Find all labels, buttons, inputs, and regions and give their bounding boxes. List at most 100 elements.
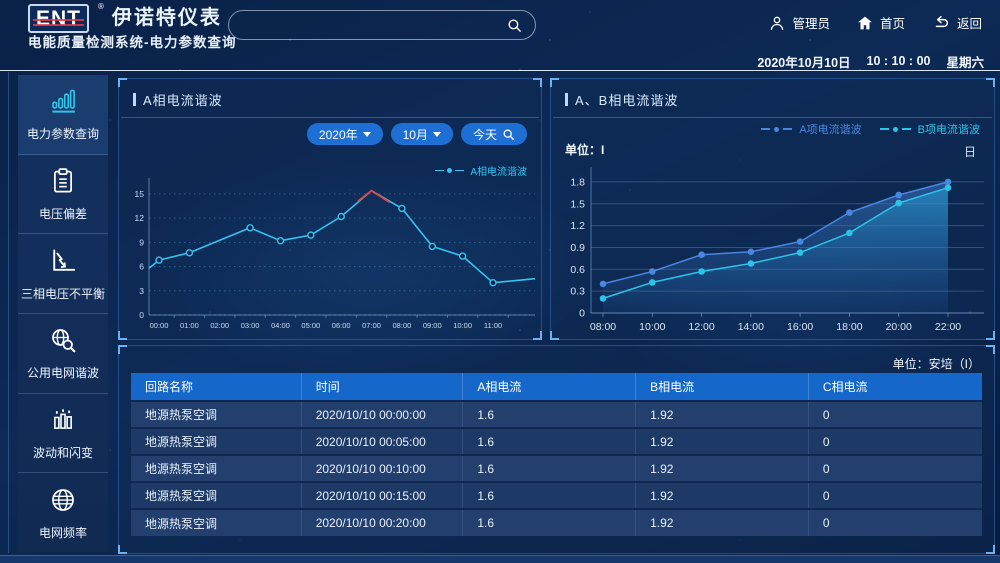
sidebar-item-public-grid-harmonics[interactable]: 公用电网谐波 xyxy=(18,314,108,394)
search-icon xyxy=(503,129,515,140)
table-cell: 2020/10/10 00:00:00 xyxy=(300,400,463,428)
frame-bottom-bar xyxy=(0,555,1000,563)
svg-text:6: 6 xyxy=(139,262,144,272)
system-subtitle: 电能质量检测系统-电力参数查询 xyxy=(28,35,237,50)
table-wrap: 回路名称 时间 A相电流 B相电流 C相电流 地源热泵空调 2020/10/10 00:0… xyxy=(131,373,982,536)
svg-text:0.6: 0.6 xyxy=(570,264,585,276)
table-cell: 1.6 xyxy=(462,454,636,482)
day-period-label[interactable]: 日 xyxy=(963,145,976,159)
table-cell: 地源热泵空调 xyxy=(131,481,302,509)
svg-text:10:00: 10:00 xyxy=(639,321,665,333)
panel-current-table: 单位：安培（I） 回路名称 时间 A相电流 B相电流 C相电流 地源热泵空调 2020/1… xyxy=(118,345,995,554)
svg-text:03:00: 03:00 xyxy=(241,321,260,330)
month-select-label: 10月 xyxy=(402,127,428,142)
panel-ab-phase-harmonics: A、B相电流谐波 A项电流谐波 B项电流谐波 单位：I 日 0 0.3 0.6 0.9… xyxy=(550,78,995,340)
table-cell: 1.92 xyxy=(635,427,809,455)
table-cell: 1.6 xyxy=(462,481,636,509)
svg-text:0: 0 xyxy=(579,308,585,320)
legend-a-series[interactable]: A项电流谐波 xyxy=(761,121,862,137)
table-header-cell: B相电流 xyxy=(635,373,809,401)
sidebar-item-voltage-deviation[interactable]: 电压偏差 xyxy=(18,155,108,235)
table-header-cell: 时间 xyxy=(300,373,463,401)
search-input[interactable] xyxy=(241,17,498,33)
table-header-cell: A相电流 xyxy=(462,373,636,401)
today-button-label: 今天 xyxy=(472,127,497,142)
top-header: ENT ® 伊诺特仪表 电能质量检测系统-电力参数查询 管理员 首页 xyxy=(0,0,1000,52)
svg-text:12: 12 xyxy=(135,213,145,223)
title-accent-bar xyxy=(133,93,136,106)
sidebar-item-label: 电力参数查询 xyxy=(26,127,99,142)
table-cell: 0 xyxy=(807,400,982,428)
back-button[interactable]: 返回 xyxy=(931,13,982,32)
home-button[interactable]: 首页 xyxy=(856,13,905,32)
sidebar-item-label: 公用电网谐波 xyxy=(26,366,99,381)
legend-line-marker xyxy=(783,128,793,130)
flicker-bars-icon xyxy=(54,409,72,429)
sidebar-item-label: 电网频率 xyxy=(38,525,87,540)
table-cell: 地源热泵空调 xyxy=(131,454,302,482)
chevron-down-icon xyxy=(362,131,371,137)
legend-row: A项电流谐波 B项电流谐波 xyxy=(761,121,980,137)
legend-label: B项电流谐波 xyxy=(917,124,980,136)
svg-text:0: 0 xyxy=(139,310,144,320)
svg-text:12:00: 12:00 xyxy=(688,321,714,333)
legend-line-marker xyxy=(901,128,911,130)
svg-text:15: 15 xyxy=(135,189,145,199)
current-table: 回路名称 时间 A相电流 B相电流 C相电流 地源热泵空调 2020/10/10 00:0… xyxy=(131,373,982,536)
home-icon xyxy=(858,16,872,29)
legend-label: A相电流谐波 xyxy=(470,167,527,178)
unit-label: 单位：I xyxy=(565,143,605,157)
svg-text:11:00: 11:00 xyxy=(484,321,502,330)
table-cell: 1.6 xyxy=(462,508,636,536)
a-phase-line-chart: 0 3 6 9 12 15 00:00 01:00 02:00 03:00 04:00 05:00 06… xyxy=(135,178,536,330)
table-cell: 2020/10/10 00:05:00 xyxy=(300,427,463,455)
panel-title-row: A、B相电流谐波 xyxy=(553,79,992,118)
weekday-label: 星期六 xyxy=(946,55,984,70)
svg-text:10:00: 10:00 xyxy=(453,321,472,330)
table-header-cell: 回路名称 xyxy=(131,373,302,401)
svg-text:06:00: 06:00 xyxy=(332,321,351,330)
sidebar-nav: 电力参数查询 电压偏差 三相电压不平衡 公用电网谐波 xyxy=(18,75,108,552)
table-cell: 0 xyxy=(807,454,982,482)
sidebar-item-power-params[interactable]: 电力参数查询 xyxy=(18,75,108,155)
table-cell: 2020/10/10 00:20:00 xyxy=(300,508,463,536)
logo-group: ENT ® 伊诺特仪表 xyxy=(28,2,222,33)
today-search-button[interactable]: 今天 xyxy=(460,123,527,145)
bar-chart-icon xyxy=(52,89,75,113)
home-label: 首页 xyxy=(879,17,905,31)
user-icon xyxy=(771,16,784,30)
brand-title: 伊诺特仪表 xyxy=(111,7,222,29)
table-cell: 地源热泵空调 xyxy=(131,508,302,536)
sidebar-item-grid-frequency[interactable]: 电网频率 xyxy=(18,473,108,552)
voltage-drop-chart-icon xyxy=(53,249,76,271)
admin-label: 管理员 xyxy=(792,17,830,31)
date-filter-row: 2020年 10月 今天 xyxy=(306,123,527,145)
svg-text:16:00: 16:00 xyxy=(787,321,813,333)
svg-text:1.2: 1.2 xyxy=(570,220,585,232)
title-accent-bar xyxy=(565,93,568,106)
admin-button[interactable]: 管理员 xyxy=(768,13,830,32)
svg-text:22:00: 22:00 xyxy=(935,321,961,333)
legend-line-marker xyxy=(435,169,445,172)
globe-icon xyxy=(52,488,74,511)
month-select[interactable]: 10月 xyxy=(390,123,453,145)
table-row: 地源热泵空调 2020/10/10 00:15:00 1.6 1.92 0 xyxy=(131,481,982,509)
svg-text:08:00: 08:00 xyxy=(590,321,616,333)
chevron-down-icon xyxy=(432,131,441,137)
panel-title: A相电流谐波 xyxy=(143,93,223,108)
sidebar-item-three-phase-unbalance[interactable]: 三相电压不平衡 xyxy=(18,234,108,315)
table-row: 地源热泵空调 2020/10/10 00:10:00 1.6 1.92 0 xyxy=(131,454,982,482)
legend-a-phase[interactable]: A相电流谐波 xyxy=(435,163,527,178)
sidebar-item-fluctuation-flicker[interactable]: 波动和闪变 xyxy=(18,394,108,474)
globe-search-icon xyxy=(52,329,76,353)
table-body: 地源热泵空调 2020/10/10 00:00:00 1.6 1.92 0 地源热泵空调 2… xyxy=(131,400,982,536)
ab-phase-area-chart: 0 0.3 0.6 0.9 1.2 1.5 1.8 08:00 10:00 12:00 14:00 1… xyxy=(570,167,984,333)
table-cell: 1.92 xyxy=(635,454,809,482)
table-row: 地源热泵空调 2020/10/10 00:20:00 1.6 1.92 0 xyxy=(131,508,982,536)
search-icon[interactable] xyxy=(506,17,523,34)
table-cell: 1.92 xyxy=(635,400,809,428)
year-select[interactable]: 2020年 xyxy=(306,123,383,145)
svg-text:1.5: 1.5 xyxy=(570,198,585,210)
registered-mark: ® xyxy=(98,2,104,11)
legend-b-series[interactable]: B项电流谐波 xyxy=(879,121,980,137)
